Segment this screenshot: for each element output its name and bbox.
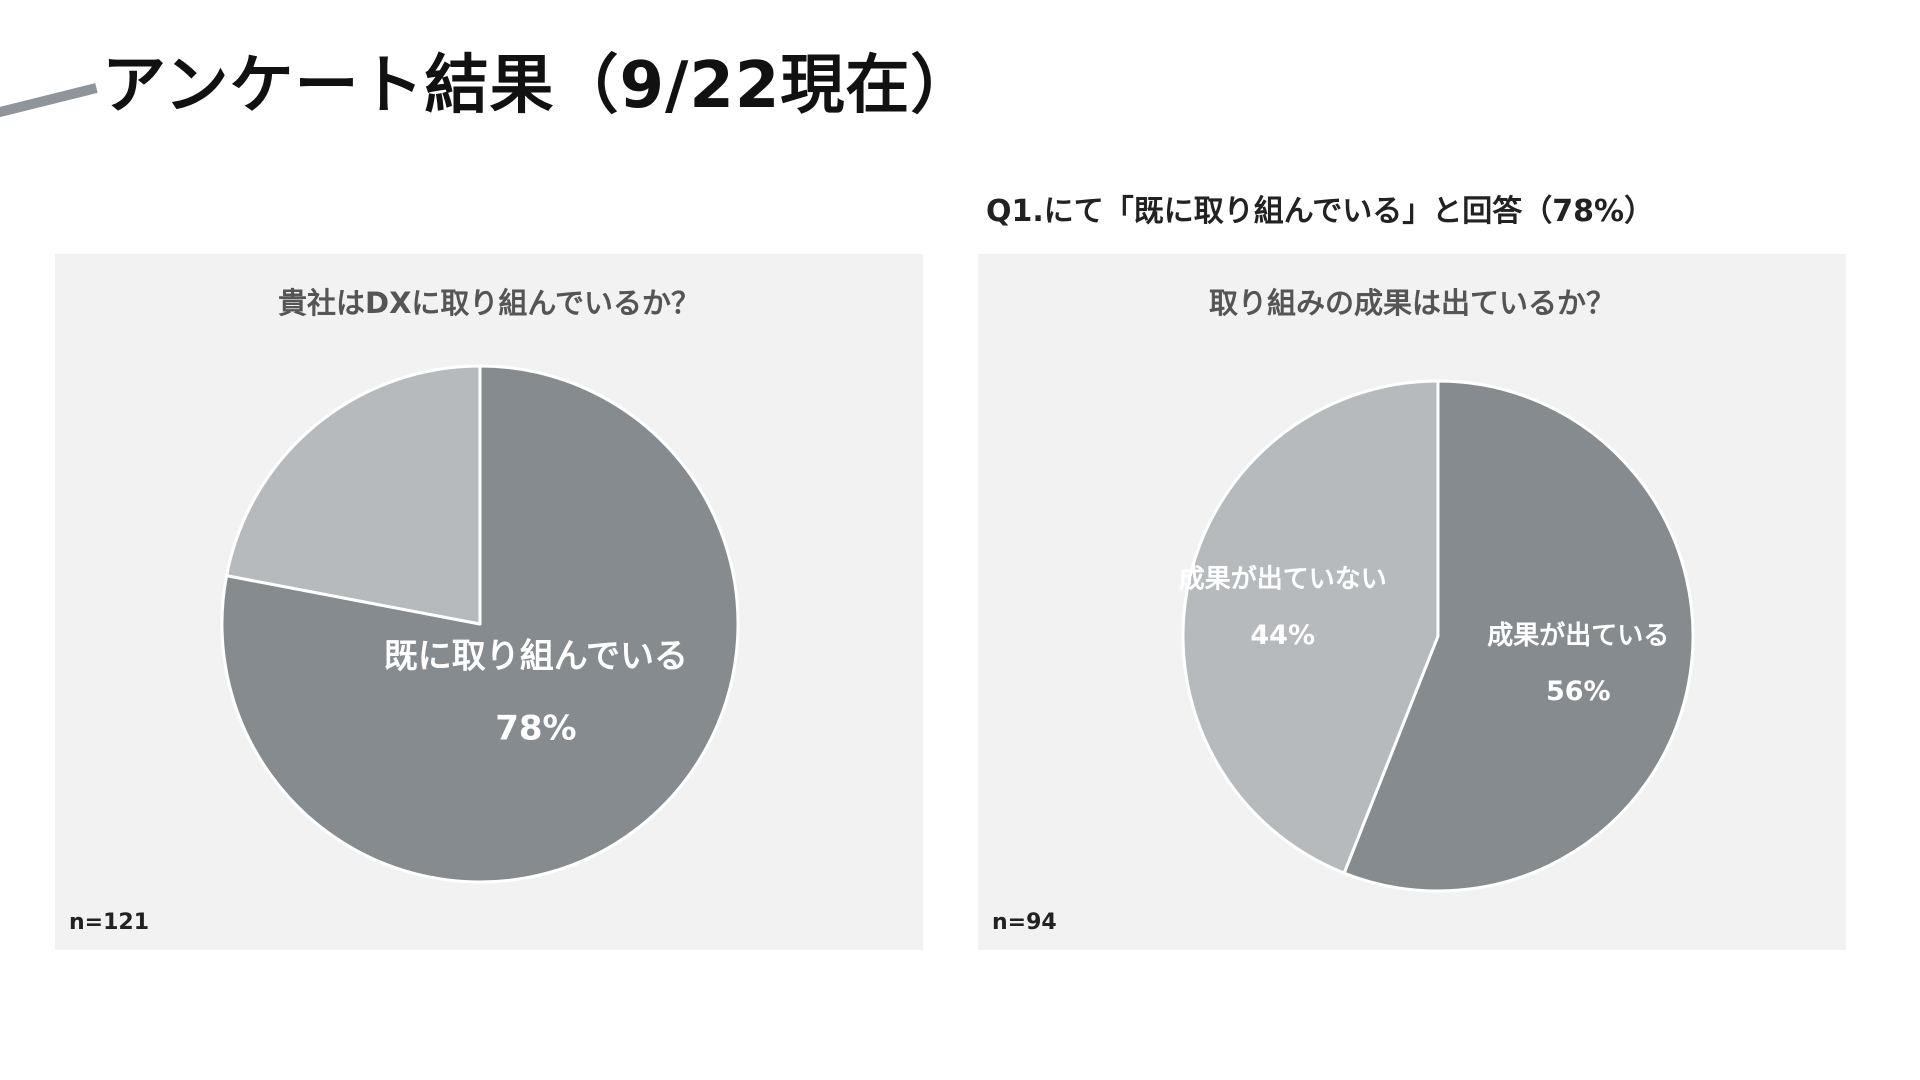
slice-value-label-1: 56% bbox=[1546, 676, 1611, 707]
pie-slice-1 bbox=[1342, 379, 1695, 893]
slice-label-1: 成果が出ている bbox=[1487, 620, 1669, 651]
pie-chart-dx-adoption: 既に取り組んでいる 78% bbox=[220, 364, 740, 884]
slice-value-label-2: 44% bbox=[1250, 620, 1315, 651]
sample-size-label: n=121 bbox=[69, 910, 150, 935]
chart-title: 貴社はDXに取り組んでいるか？ bbox=[278, 286, 700, 320]
chart-panel-dx-results: 取り組みの成果は出ているか？ 成果が出ている 56% 成果が出ていない 44% n=9… bbox=[978, 254, 1846, 950]
page-title: アンケート結果（9/22現在） bbox=[102, 49, 976, 123]
chart-title: 取り組みの成果は出ているか？ bbox=[1208, 286, 1615, 320]
accent-line bbox=[0, 83, 98, 122]
chart-subtitle-q1-condition: Q1.にて「既に取り組んでいる」と回答（78%） bbox=[986, 194, 1655, 229]
sample-size-label: n=94 bbox=[992, 910, 1057, 935]
chart-panel-dx-adoption: 貴社はDXに取り組んでいるか？ 既に取り組んでいる 78% n=121 bbox=[55, 254, 923, 950]
slice-label-1: 既に取り組んでいる bbox=[384, 637, 688, 677]
slice-label-2: 成果が出ていない bbox=[1179, 564, 1387, 595]
pie-chart-dx-results: 成果が出ている 56% 成果が出ていない 44% bbox=[1179, 379, 1695, 893]
pie-slice-2 bbox=[225, 364, 482, 626]
pie-slice-2 bbox=[1181, 379, 1440, 875]
slice-value-label-1: 78% bbox=[495, 709, 576, 749]
